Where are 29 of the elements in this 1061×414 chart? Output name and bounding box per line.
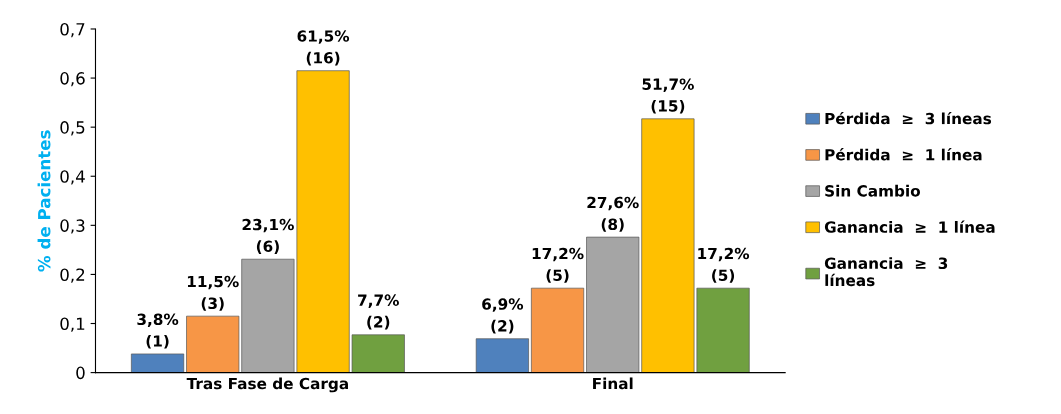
y-tick-label: 0,6 xyxy=(60,72,85,87)
legend-label: Sin Cambio xyxy=(825,184,921,197)
y-tick-label: 0,1 xyxy=(60,317,85,332)
data-label: 3,8% (1) xyxy=(137,313,179,349)
bar xyxy=(131,353,185,373)
legend-label: Ganancia ≥ 3 líneas xyxy=(824,257,948,287)
x-tick-label: Final xyxy=(593,377,633,390)
data-label: 23,1% (6) xyxy=(242,218,294,254)
legend-label: Pérdida ≥ 1 línea xyxy=(825,148,982,161)
data-label: 11,5% (3) xyxy=(187,275,239,311)
data-label: 51,7% (15) xyxy=(642,78,694,114)
bar xyxy=(531,287,585,373)
y-tick-label: 0,2 xyxy=(60,268,85,283)
y-tick-label: 0,7 xyxy=(60,22,85,38)
y-axis-title: % de Pacientes xyxy=(37,130,51,272)
legend-label: Pérdida ≥ 3 líneas xyxy=(825,111,992,125)
data-label: 61,5% (16) xyxy=(297,30,350,66)
y-tick-label: 0,4 xyxy=(60,170,85,185)
y-tick-label: 0,3 xyxy=(60,219,85,234)
data-label: 27,6% (8) xyxy=(587,196,639,232)
y-tick-label: 0 xyxy=(76,366,85,380)
legend-label: Ganancia ≥ 1 línea xyxy=(824,220,995,233)
data-label: 6,9% (2) xyxy=(482,298,524,334)
y-tick-label: 0,5 xyxy=(60,121,85,136)
data-label: 17,2% (5) xyxy=(532,247,584,283)
data-label: 7,7% (2) xyxy=(358,294,399,330)
data-label: 17,2% (5) xyxy=(698,247,750,283)
bar xyxy=(475,338,529,373)
x-tick-label: Tras Fase de Carga xyxy=(186,377,348,393)
